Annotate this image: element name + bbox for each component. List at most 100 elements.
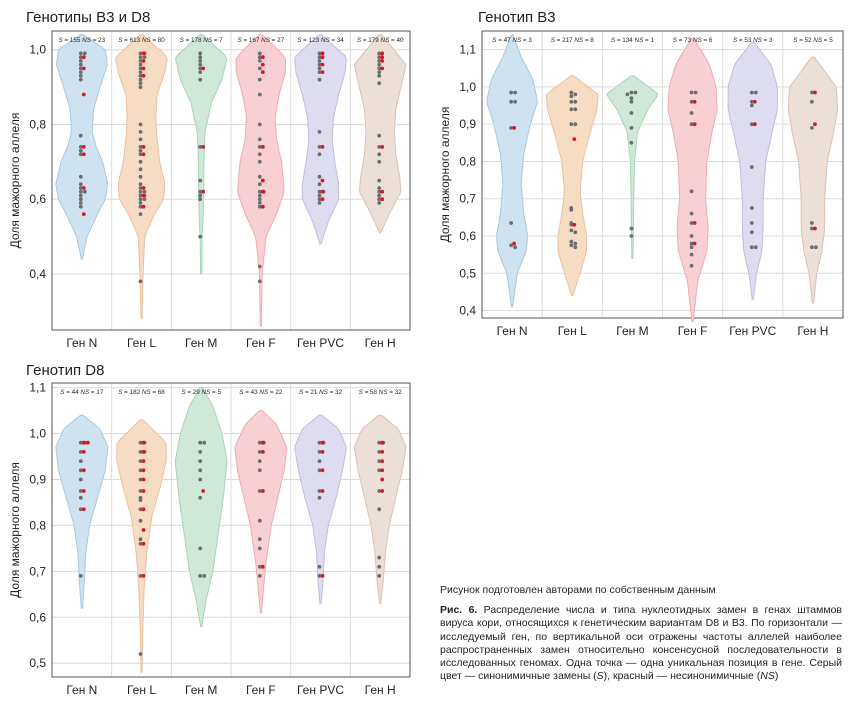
s-point (82, 51, 87, 56)
s-point (138, 498, 143, 502)
x-tick-label: Ген PVC (297, 336, 344, 350)
count-label: S = 217 NS = 8 (551, 37, 595, 44)
x-tick-label: Ген H (365, 683, 396, 697)
s-point (78, 193, 83, 198)
plot-frame (481, 30, 844, 319)
panel-2-chart: 0,4 0,5 0,6 0,7 0,8 0,9 1,0 1,1 Доля мажорного а… (438, 30, 844, 338)
violin-3 (174, 387, 228, 627)
s-point (138, 137, 143, 142)
s-point (257, 193, 262, 198)
count-label: S = 178 NS = 7 (180, 37, 224, 44)
s-point (138, 62, 143, 67)
ns-point (141, 507, 146, 512)
s-point (317, 174, 322, 179)
s-point (257, 264, 262, 269)
x-tick-label: Ген H (365, 336, 396, 350)
s-point (573, 241, 578, 246)
s-point (377, 159, 382, 164)
y-tick-label: 0,8 (459, 154, 476, 168)
s-point (78, 468, 83, 473)
caption-end: ) (774, 670, 779, 683)
s-point (810, 245, 814, 250)
s-point (749, 245, 754, 250)
x-tick-label: Ген H (797, 324, 828, 338)
s-point (198, 77, 203, 82)
s-point (138, 440, 143, 445)
s-point (78, 495, 83, 500)
ns-point (320, 197, 325, 202)
count-label: S = 52 NS = 5 (793, 37, 833, 44)
s-point (257, 440, 262, 445)
s-point (198, 66, 203, 71)
x-tick-label: Ген PVC (729, 324, 776, 338)
s-point (142, 189, 147, 194)
s-point (317, 468, 322, 473)
y-tick-label: 1,0 (459, 80, 476, 94)
ns-point (141, 66, 146, 71)
s-point (138, 59, 143, 63)
s-point (569, 239, 574, 244)
s-point (689, 90, 694, 95)
ns-point (260, 62, 265, 67)
s-point (198, 574, 203, 578)
s-point (513, 90, 517, 95)
count-label: S = 134 NS = 1 (611, 37, 655, 44)
s-point (377, 186, 382, 190)
violin-2 (116, 419, 167, 673)
ns-point (320, 189, 325, 194)
ns-point (380, 477, 385, 482)
s-point (633, 90, 638, 95)
s-point (317, 495, 322, 500)
s-point (810, 90, 814, 95)
s-point (142, 197, 147, 202)
y-tick-label: 0,6 (29, 610, 46, 624)
s-point (629, 226, 634, 231)
count-label: S = 43 NS = 22 (239, 389, 283, 396)
ns-point (81, 92, 86, 97)
s-point (749, 90, 754, 95)
ns-point (320, 145, 325, 149)
s-point (377, 70, 382, 74)
s-point (78, 55, 83, 60)
s-point (78, 77, 83, 82)
ns-point (141, 477, 146, 482)
s-point (317, 193, 322, 198)
s-point (82, 189, 87, 194)
ns-point (201, 145, 206, 149)
s-point (78, 574, 83, 578)
ns-point (813, 226, 817, 231)
s-point (138, 459, 143, 463)
s-point (78, 440, 83, 445)
s-point (749, 122, 754, 127)
count-label: S = 44 NS = 17 (60, 389, 104, 396)
s-point (573, 107, 578, 112)
s-point (573, 99, 578, 104)
s-point (629, 96, 634, 100)
ns-point (320, 489, 325, 493)
s-point (749, 230, 754, 235)
s-point (573, 230, 578, 235)
ns-point (380, 145, 385, 149)
s-point (377, 66, 382, 71)
s-point (377, 73, 382, 78)
s-point (689, 263, 694, 268)
ns-point (512, 241, 516, 246)
s-point (138, 537, 143, 542)
caption-mid: ), красный — несинонимичные ( (603, 670, 761, 683)
s-point (78, 182, 83, 187)
s-point (689, 211, 694, 216)
y-tick-label: 1,0 (29, 43, 46, 57)
s-point (198, 70, 203, 74)
count-label: S = 179 NS = 40 (357, 37, 404, 44)
y-tick-label: 0,5 (29, 656, 46, 670)
s-point (198, 189, 203, 194)
s-point (138, 489, 143, 493)
violin-5 (727, 41, 778, 300)
s-point (198, 193, 203, 198)
y-tick-label: 0,6 (459, 229, 476, 243)
ns-point (752, 122, 757, 127)
s-point (753, 90, 758, 95)
x-tick-label: Ген N (497, 324, 528, 338)
s-point (198, 495, 203, 500)
s-point (78, 66, 83, 71)
